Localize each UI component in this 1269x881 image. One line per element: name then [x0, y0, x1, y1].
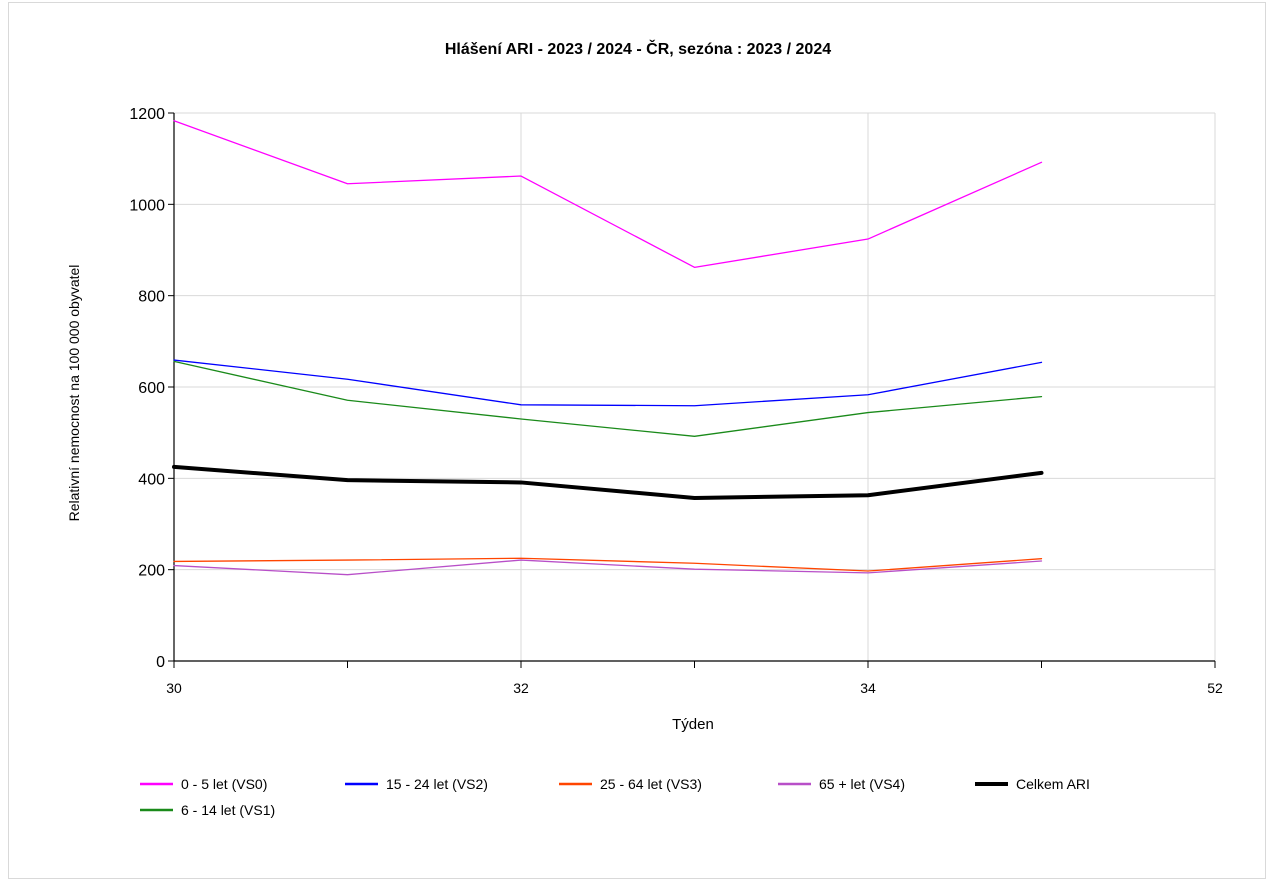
legend-label: 6 - 14 let (VS1) [181, 802, 275, 818]
series-lines [172, 120, 1044, 576]
y-tick-label: 600 [138, 380, 165, 397]
series-line-5 [172, 464, 1044, 500]
y-axis-ticks: 0 200 400 600 800 1000 1200 [129, 106, 174, 671]
series-line-3 [173, 557, 1043, 572]
legend-label: 0 - 5 let (VS0) [181, 776, 267, 792]
x-tick-label: 30 [166, 680, 182, 696]
legend-label: 65 + let (VS4) [819, 776, 905, 792]
y-tick-label: 400 [138, 471, 165, 488]
legend-label: 25 - 64 let (VS3) [600, 776, 702, 792]
y-tick-label: 800 [138, 289, 165, 306]
y-tick-label: 1200 [129, 106, 165, 123]
y-tick-label: 200 [138, 563, 165, 580]
y-axis-label: Relativní nemocnost na 100 000 obyvatel [66, 265, 82, 522]
x-axis-label: Týden [672, 716, 714, 733]
series-line-4 [173, 559, 1043, 576]
x-tick-label: 34 [860, 680, 876, 696]
series-line-1 [173, 120, 1043, 269]
legend-label: Celkem ARI [1016, 776, 1090, 792]
x-axis-ticks: 30 32 34 52 [166, 661, 1223, 696]
grid-lines [174, 112, 1216, 661]
legend: 0 - 5 let (VS0) 15 - 24 let (VS2) 25 - 64 … [140, 776, 1090, 818]
x-tick-label: 52 [1207, 680, 1223, 696]
y-tick-label: 1000 [129, 197, 165, 214]
y-tick-label: 0 [156, 654, 165, 671]
series-line-2 [173, 359, 1043, 407]
legend-label: 15 - 24 let (VS2) [386, 776, 488, 792]
x-tick-label: 32 [513, 680, 529, 696]
chart-title: Hlášení ARI - 2023 / 2024 - ČR, sezóna :… [445, 39, 831, 58]
series-line-6 [173, 360, 1043, 437]
chart-frame [8, 2, 1266, 879]
